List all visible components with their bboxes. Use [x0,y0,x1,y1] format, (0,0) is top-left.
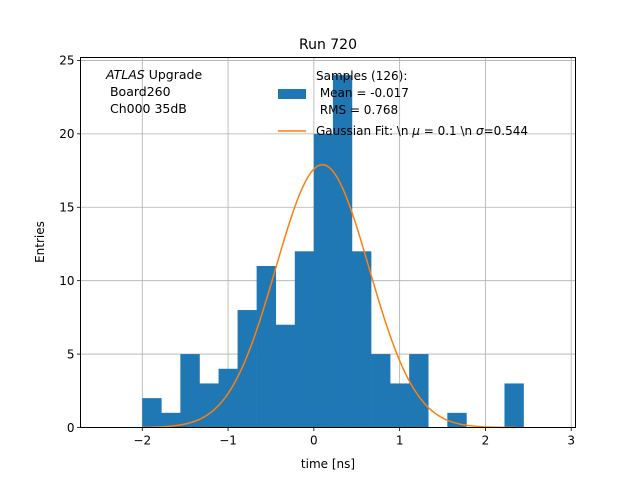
legend-fit-mu: μ [411,124,420,138]
atlas-annotation: ATLAS Upgrade Board260 Ch000 35dB [105,67,202,116]
legend-mean-label: Mean = -0.017 [316,86,409,100]
histogram-bar [504,383,524,428]
y-tick-label: 0 [67,421,75,435]
plot-frame [80,57,576,428]
histogram-bar [332,75,353,428]
y-tick-label: 15 [59,201,74,215]
x-tick-label: 1 [396,434,404,448]
histogram-bar [371,354,391,428]
y-axis-ticks: 0 5 10 15 20 25 [59,54,81,435]
histogram-bar [218,368,238,428]
legend-histogram-patch [278,89,306,99]
histogram-bar [351,251,372,428]
histogram-bar [199,383,219,428]
legend-fit-label: Gaussian Fit: \n μ = 0.1 \n σ=0.544 [316,124,528,138]
legend-rms-label: RMS = 0.768 [316,103,398,117]
histogram-bar [237,310,257,428]
histogram-bars [142,75,524,428]
annotation-line-1: ATLAS Upgrade [105,67,202,82]
chart-title: Run 720 [299,37,357,53]
x-axis-label: time [ns] [301,457,355,471]
y-tick-label: 20 [59,127,74,141]
y-tick-label: 10 [59,274,74,288]
y-tick-label: 5 [67,347,75,361]
histogram-bar [142,398,162,428]
legend-fit-mid: = 0.1 \n [420,124,476,138]
x-tick-label: −2 [133,434,151,448]
legend-fit-sigma: σ [476,124,484,138]
histogram-bar [313,133,334,428]
annotation-atlas: ATLAS [105,67,145,82]
legend-fit-suffix: =0.544 [484,124,528,138]
legend: Samples (126): Mean = -0.017 RMS = 0.768… [278,69,528,138]
y-axis-label: Entries [33,221,47,263]
x-axis-ticks: −2 −1 0 1 2 3 [133,427,575,448]
gaussian-fit-curve [142,163,516,429]
histogram-bar [390,383,410,428]
x-tick-label: 2 [482,434,490,448]
annotation-line-2: Board260 [106,84,171,99]
legend-fit-prefix: Gaussian Fit: \n [316,124,412,138]
histogram-bar [275,324,296,428]
x-tick-label: 0 [310,434,318,448]
histogram-bar [409,354,429,428]
annotation-line-3: Ch000 35dB [106,101,187,116]
histogram-bar [161,412,181,428]
histogram-bar [256,265,277,428]
x-tick-label: 3 [567,434,575,448]
histogram-bar [294,251,315,428]
annotation-upgrade: Upgrade [145,67,203,82]
histogram-bar [180,354,200,428]
legend-samples-label: Samples (126): [316,69,407,83]
y-tick-label: 25 [59,54,74,68]
x-tick-label: −1 [219,434,237,448]
